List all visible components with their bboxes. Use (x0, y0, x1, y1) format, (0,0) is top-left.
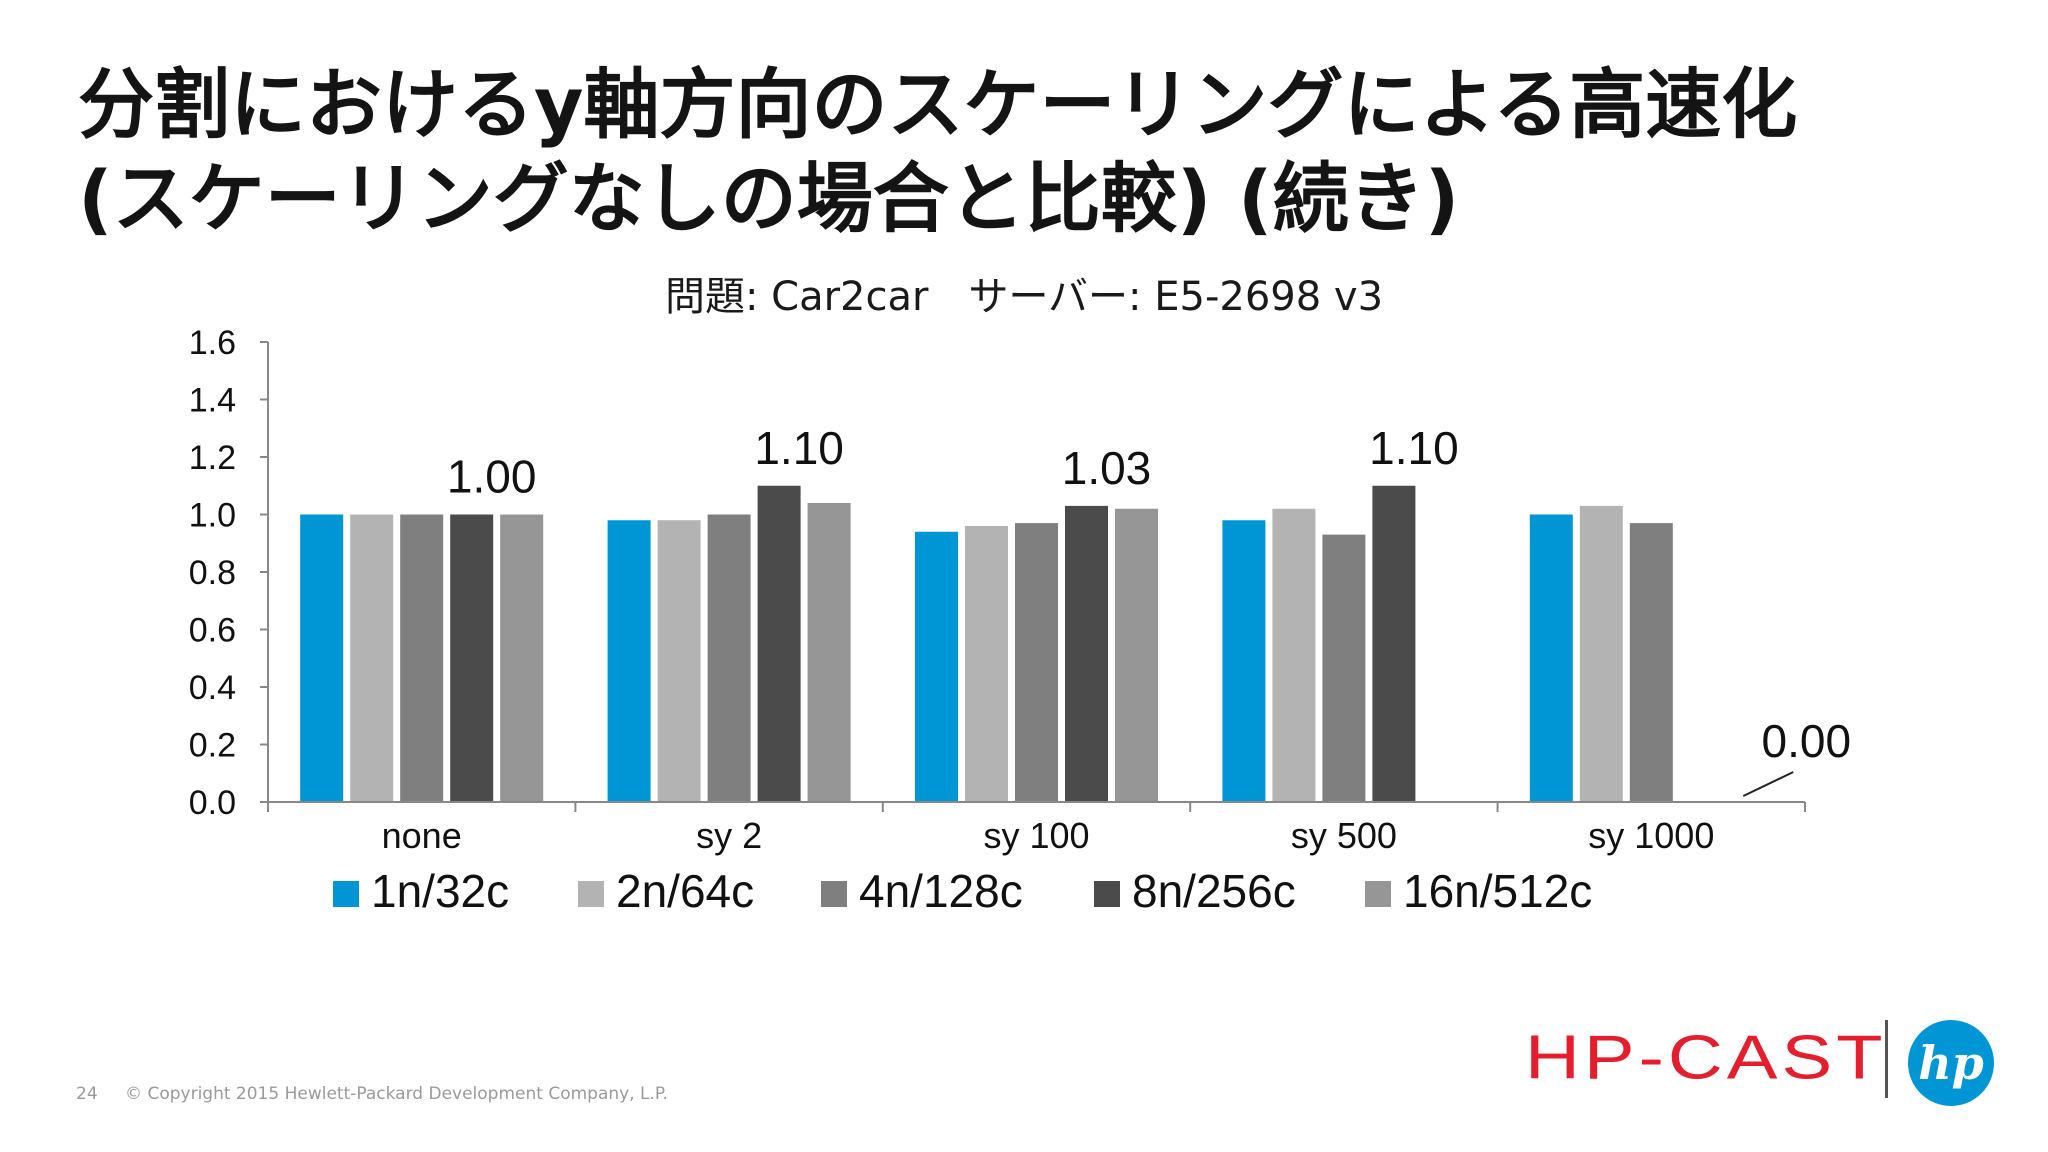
y-tick-label: 0.2 (189, 727, 236, 765)
legend-label: 8n/256c (1132, 865, 1296, 917)
legend-swatch (1094, 881, 1120, 907)
footer: 24 © Copyright 2015 Hewlett-Packard Deve… (76, 1084, 668, 1104)
data-label: 1.03 (1062, 442, 1152, 494)
y-tick-label: 0.6 (189, 612, 236, 650)
data-label: 0.00 (1762, 715, 1852, 767)
legend-swatch (1365, 881, 1391, 907)
y-tick-label: 1.2 (189, 439, 236, 477)
y-tick-label: 1.6 (189, 324, 236, 362)
bar-1n-32c-none (300, 514, 344, 802)
bar-2n-64c-none (350, 514, 394, 802)
logo-divider (1885, 1020, 1888, 1098)
y-tick-label: 0.0 (189, 784, 236, 822)
page-number: 24 (76, 1084, 98, 1104)
y-tick-label: 0.8 (189, 554, 236, 592)
bar-1n-32c-sy-100 (915, 531, 958, 802)
title-line-2: (スケーリングなしの場合と比較) (続き) (78, 154, 1460, 243)
x-tick-label: none (382, 815, 462, 856)
title-line-1: 分割におけるy軸方向のスケーリングによる高速化 (78, 60, 1798, 149)
legend-label: 16n/512c (1403, 865, 1592, 917)
slide-title: 分割におけるy軸方向のスケーリングによる高速化 (スケーリングなしの場合と比較)… (78, 58, 1978, 246)
bar-16n-512c-sy-100 (1115, 508, 1158, 802)
legend-swatch (333, 881, 359, 907)
bar-1n-32c-sy-1000 (1529, 514, 1573, 802)
copyright: © Copyright 2015 Hewlett-Packard Develop… (125, 1084, 668, 1104)
bar-4n-128c-sy-2 (707, 514, 751, 802)
bar-8n-256c-none (450, 514, 494, 802)
hp-logo: hp (1908, 1020, 1994, 1106)
legend-label: 1n/32c (371, 865, 509, 917)
bar-2n-64c-sy-100 (965, 526, 1008, 802)
bar-16n-512c-none (500, 514, 544, 802)
y-tick-label: 0.4 (189, 669, 236, 707)
bar-8n-256c-sy-2 (757, 485, 801, 802)
bar-4n-128c-sy-500 (1322, 534, 1366, 802)
x-tick-label: sy 2 (696, 815, 762, 856)
bar-2n-64c-sy-1000 (1579, 505, 1623, 802)
hp-cast-logo: HP-CAST (1525, 1022, 1887, 1093)
bar-1n-32c-sy-2 (607, 520, 651, 802)
legend-swatch (578, 881, 604, 907)
data-label-leader (1742, 771, 1794, 797)
bar-1n-32c-sy-500 (1222, 520, 1266, 802)
data-label: 1.10 (1369, 422, 1459, 474)
chart-subtitle: 問題: Car2car サーバー: E5-2698 v3 (664, 274, 1384, 320)
x-tick-label: sy 100 (983, 815, 1089, 856)
bar-4n-128c-none (400, 514, 444, 802)
bar-2n-64c-sy-2 (657, 520, 701, 802)
x-tick-label: sy 1000 (1588, 815, 1714, 856)
y-tick-label: 1.0 (189, 497, 236, 535)
bar-8n-256c-sy-100 (1065, 505, 1108, 802)
x-tick-label: sy 500 (1291, 815, 1397, 856)
data-label: 1.00 (447, 451, 537, 503)
bar-4n-128c-sy-1000 (1629, 523, 1673, 802)
bar-4n-128c-sy-100 (1015, 523, 1058, 802)
legend-label: 4n/128c (859, 865, 1023, 917)
legend-swatch (821, 881, 847, 907)
legend-label: 2n/64c (616, 865, 754, 917)
y-tick-label: 1.4 (189, 382, 236, 420)
data-label: 1.10 (754, 422, 844, 474)
bar-16n-512c-sy-2 (807, 503, 851, 802)
bar-2n-64c-sy-500 (1272, 508, 1316, 802)
bar-8n-256c-sy-500 (1372, 485, 1416, 802)
